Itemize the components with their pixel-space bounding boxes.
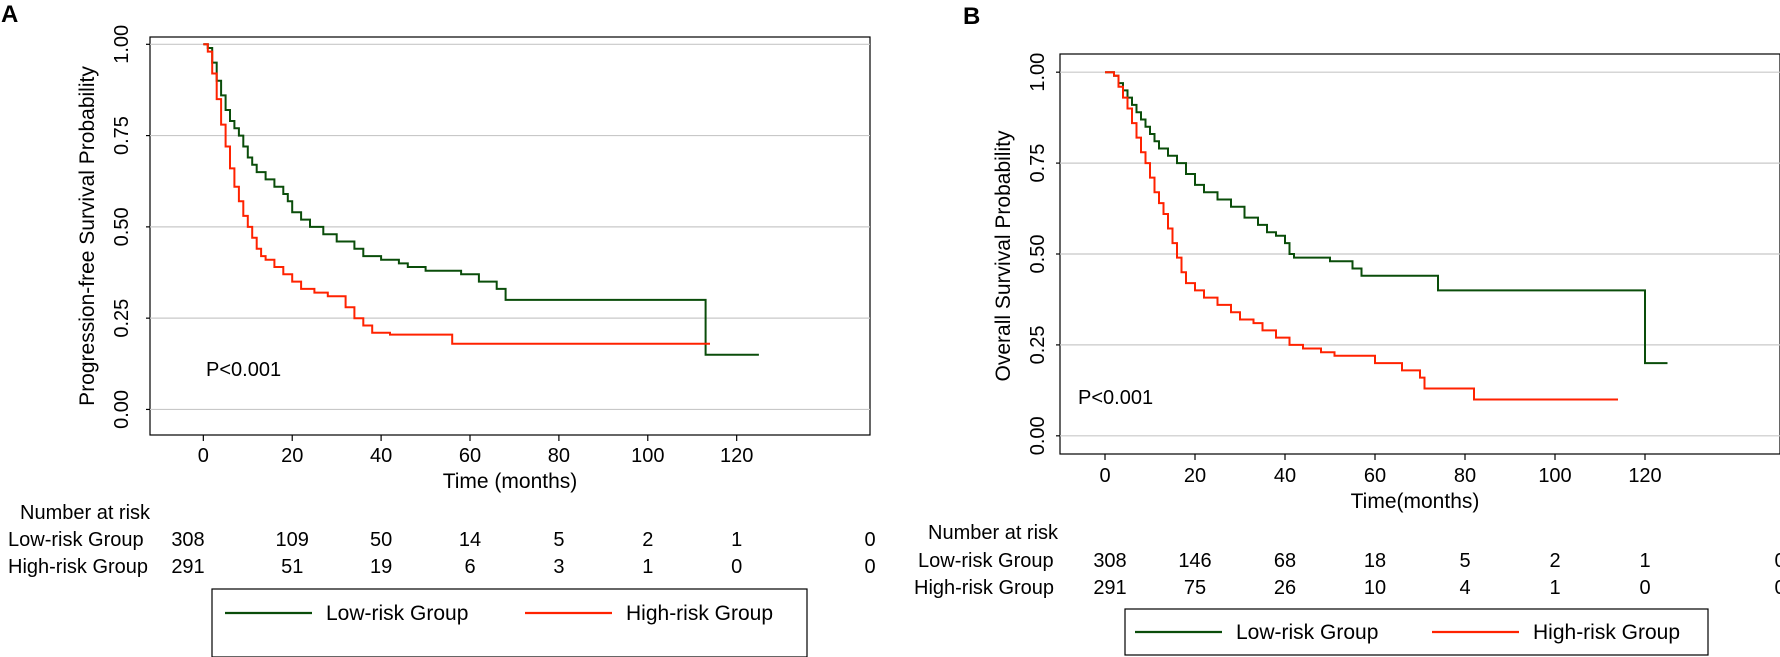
x-tick-label: 80 — [1454, 465, 1476, 487]
x-tick-label: 40 — [1274, 465, 1296, 487]
risk-count: 1 — [731, 529, 742, 551]
x-tick-label: 20 — [281, 445, 303, 467]
risk-count: 1 — [1549, 577, 1560, 599]
panel-a-series — [203, 43, 759, 356]
y-tick-label: 0.25 — [1027, 325, 1049, 364]
x-tick-label: 60 — [459, 445, 481, 467]
panel-a-legend: Low-risk Group High-risk Group — [211, 588, 808, 657]
risk-count: 68 — [1274, 550, 1296, 572]
panel-a-risk-table: Number at risk Low-risk Group High-risk … — [8, 502, 876, 578]
y-tick-label: 0.00 — [1027, 416, 1049, 455]
risk-count: 109 — [276, 529, 309, 551]
risk-count: 0 — [864, 556, 875, 578]
x-tick-label: 100 — [1538, 465, 1571, 487]
risk-count: 1 — [642, 556, 653, 578]
x-tick-label: 0 — [1099, 465, 1110, 487]
x-tick-label: 40 — [370, 445, 392, 467]
panel-b-legend-high-label: High-risk Group — [1533, 621, 1680, 644]
panel-a-legend-high-label: High-risk Group — [626, 602, 773, 625]
risk-count: 75 — [1184, 577, 1206, 599]
panel-b-legend-box — [1124, 608, 1709, 656]
x-tick-label: 20 — [1184, 465, 1206, 487]
panel-b-risk-title: Number at risk — [928, 522, 1059, 544]
panel-a-label: A — [1, 1, 18, 28]
panel-b-y-axis-label: Overall Survival Probability — [992, 130, 1015, 381]
panel-b-risk-row-low-label: Low-risk Group — [918, 550, 1054, 572]
y-tick-label: 0.50 — [111, 207, 133, 246]
panel-a-plot-frame — [149, 36, 871, 436]
panel-a-risk-row-low-label: Low-risk Group — [8, 529, 144, 551]
x-tick-label: 120 — [1628, 465, 1661, 487]
panel-a-legend-low-label: Low-risk Group — [326, 602, 468, 625]
risk-count: 18 — [1364, 550, 1386, 572]
x-tick-label: 0 — [198, 445, 209, 467]
low-risk-survival-curve — [1105, 71, 1668, 365]
y-tick-label: 0.50 — [1027, 235, 1049, 274]
panel-a-p-value: P<0.001 — [206, 359, 281, 381]
panel-b-series — [1105, 71, 1668, 401]
risk-count: 14 — [459, 529, 481, 551]
risk-count: 10 — [1364, 577, 1386, 599]
high-risk-survival-curve — [1105, 71, 1618, 401]
risk-count: 146 — [1178, 550, 1211, 572]
risk-count: 19 — [370, 556, 392, 578]
risk-count: 0 — [1639, 577, 1650, 599]
panel-a-risk-title: Number at risk — [20, 502, 151, 524]
panel-a-legend-box — [211, 588, 808, 657]
panel-b-x-axis-label: Time(months) — [1351, 490, 1480, 513]
panel-b-risk-row-high-label: High-risk Group — [914, 577, 1054, 599]
risk-count: 0 — [731, 556, 742, 578]
risk-count: 50 — [370, 529, 392, 551]
x-tick-label: 80 — [548, 445, 570, 467]
panel-a-risk-row-high-label: High-risk Group — [8, 556, 148, 578]
x-tick-label: 100 — [631, 445, 664, 467]
risk-count: 26 — [1274, 577, 1296, 599]
panel-b-chart: 0.00 0.25 0.50 0.75 1.00 0 20 40 60 80 100 120 Ove… — [992, 53, 1780, 513]
panel-a-chart: 0.00 0.25 0.50 0.75 1.00 0 20 40 60 80 100 120 Pro… — [76, 25, 871, 493]
y-tick-label: 0.75 — [1027, 144, 1049, 183]
risk-count: 51 — [281, 556, 303, 578]
risk-count: 308 — [1093, 550, 1126, 572]
risk-count: 5 — [1459, 550, 1470, 572]
x-tick-label: 60 — [1364, 465, 1386, 487]
panel-a-x-axis-label: Time (months) — [443, 470, 578, 493]
risk-count: 0 — [1774, 577, 1780, 599]
y-tick-label: 0.25 — [111, 299, 133, 338]
panel-a-y-ticks: 0.00 0.25 0.50 0.75 1.00 — [111, 25, 150, 429]
risk-count: 291 — [171, 556, 204, 578]
risk-count: 3 — [553, 556, 564, 578]
risk-count: 2 — [642, 529, 653, 551]
y-tick-label: 0.75 — [111, 116, 133, 155]
panel-a-y-axis-label: Progression-free Survival Probability — [76, 66, 99, 406]
panel-a-gridlines — [150, 43, 870, 411]
panel-b-x-ticks: 0 20 40 60 80 100 120 — [1099, 454, 1662, 487]
risk-count: 291 — [1093, 577, 1126, 599]
low-risk-survival-curve — [203, 43, 759, 356]
risk-count: 2 — [1549, 550, 1560, 572]
risk-count: 308 — [171, 529, 204, 551]
x-tick-label: 120 — [720, 445, 753, 467]
panel-b-legend: Low-risk Group High-risk Group — [1124, 608, 1709, 656]
y-tick-label: 1.00 — [1027, 53, 1049, 92]
panel-a-x-ticks: 0 20 40 60 80 100 120 — [198, 435, 753, 467]
panel-b-legend-low-label: Low-risk Group — [1236, 621, 1378, 644]
risk-count: 4 — [1459, 577, 1470, 599]
panel-b-p-value: P<0.001 — [1078, 387, 1153, 409]
high-risk-survival-curve — [203, 43, 710, 345]
panel-b-y-ticks: 0.00 0.25 0.50 0.75 1.00 — [1027, 53, 1060, 455]
risk-count: 0 — [864, 529, 875, 551]
y-tick-label: 1.00 — [111, 25, 133, 64]
risk-count: 5 — [553, 529, 564, 551]
risk-count: 0 — [1774, 550, 1780, 572]
panel-b-label: B — [963, 3, 980, 30]
panel-b-risk-table: Number at risk Low-risk Group High-risk … — [914, 522, 1780, 599]
y-tick-label: 0.00 — [111, 390, 133, 429]
risk-count: 1 — [1639, 550, 1650, 572]
risk-count: 6 — [464, 556, 475, 578]
